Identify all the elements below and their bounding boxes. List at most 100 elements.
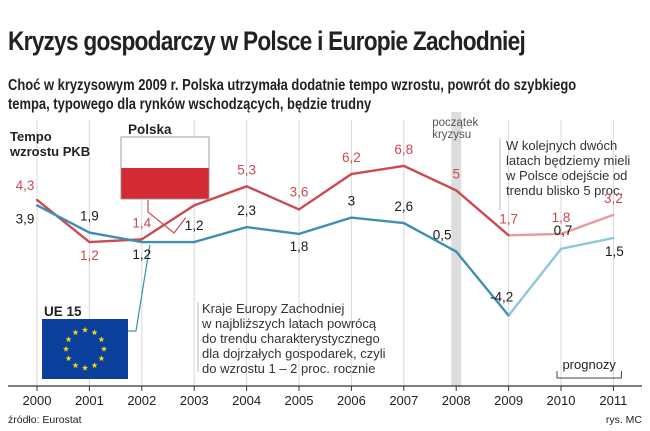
poland-note-line-4: trendu blisko 5 proc.	[506, 183, 623, 198]
eu-point-2011	[612, 236, 615, 240]
x-label-2000: 2000	[23, 393, 52, 408]
poland-point-2006	[350, 172, 353, 176]
x-label-2010: 2010	[547, 393, 576, 408]
eu-flag-star	[62, 345, 70, 352]
eu-value-2010: 0,7	[554, 223, 573, 238]
x-label-2011: 2011	[599, 393, 627, 408]
poland-point-2011	[612, 213, 615, 216]
poland-point-2007	[402, 164, 405, 168]
poland-point-2000	[35, 198, 39, 202]
eu-value-2002: 1,2	[132, 247, 151, 262]
poland-point-2001	[88, 240, 91, 244]
eu-point-2003	[193, 240, 196, 244]
eu-point-2005	[297, 232, 301, 236]
poland-value-2007: 6,8	[394, 142, 413, 157]
eu-note-line-4: dla dojrzałych gospodarek, czyli	[202, 346, 386, 361]
y-axis-label-line2: wzrostu PKB	[9, 144, 90, 159]
eu-value-2007: 2,6	[394, 199, 413, 214]
eu-note-line-2: w najbliższych latach powrócą	[201, 316, 377, 331]
x-label-2004: 2004	[232, 393, 261, 408]
poland-value-2008: 5	[452, 166, 460, 181]
eu-point-2009	[507, 314, 510, 317]
poland-flag	[120, 136, 210, 200]
eu-value-2011: 1,5	[605, 244, 624, 259]
chart-grid	[36, 120, 614, 386]
poland-point-2008	[455, 189, 458, 192]
eu-point-2006	[350, 216, 353, 219]
poland-value-2005: 3,6	[290, 184, 309, 199]
x-label-2001: 2001	[75, 393, 104, 408]
page-subtitle: Choć w kryzysowym 2009 r. Polska utrzyma…	[8, 77, 577, 113]
eu-value-2006: 3	[348, 194, 356, 209]
forecast-bracket-line	[556, 371, 622, 379]
poland-point-2010	[559, 232, 563, 236]
x-label-2007: 2007	[389, 393, 418, 408]
eu-flag-star	[98, 355, 105, 362]
credit-note: rys. MC	[605, 414, 642, 426]
x-axis-ticks	[36, 386, 614, 391]
poland-point-2009	[507, 234, 510, 237]
page-title: Kryzys gospodarczy w Polsce i Europie Za…	[8, 26, 526, 56]
eu-point-2010	[559, 247, 563, 250]
eu-flag-star	[65, 355, 72, 362]
x-label-2003: 2003	[180, 393, 209, 408]
crisis-label-line-1: początek	[432, 117, 478, 129]
eu-point-2008	[455, 250, 458, 253]
eu-flag-star	[91, 362, 98, 369]
poland-value-2011: 3,2	[604, 191, 623, 206]
crisis-band	[451, 112, 462, 386]
poland-value-2004: 5,3	[237, 162, 256, 177]
eu-flag-star	[65, 336, 72, 343]
eu-point-2001	[88, 231, 91, 234]
poland-note-line-1: W kolejnych dwóch	[506, 138, 617, 153]
poland-point-2004	[245, 185, 248, 188]
eu-flag-star	[100, 345, 108, 352]
forecast-bracket-label: prognozy	[562, 357, 616, 372]
eu-flag-star	[98, 336, 105, 343]
eu-note-line-5: do wzrostu 1 – 2 proc. rocznie	[202, 361, 375, 376]
eu-flag-star	[81, 364, 89, 371]
crisis-label-line-2: kryzysu	[432, 129, 471, 141]
x-label-2002: 2002	[127, 393, 156, 408]
poland-note-line-3: w Polsce odejście od	[505, 168, 627, 183]
poland-value-2001: 1,2	[80, 248, 99, 263]
x-label-2006: 2006	[337, 393, 366, 408]
poland-point-2005	[297, 208, 301, 211]
eu-flag-star	[81, 326, 89, 333]
poland-note-line-2: latach będziemy mieli	[506, 153, 630, 168]
eu-note-line-3: do trendu charakterystycznego	[202, 331, 380, 346]
eu-value-2008: 0,5	[433, 228, 452, 243]
eu-value-2009: -4,2	[490, 290, 513, 305]
x-label-2008: 2008	[442, 393, 471, 408]
poland-value-2006: 6,2	[342, 150, 361, 165]
eu-flag	[42, 319, 128, 379]
x-label-2009: 2009	[494, 393, 523, 408]
eu-note-line-1: Kraje Europy Zachodniej	[202, 301, 344, 316]
eu-value-2000: 3,9	[16, 211, 35, 226]
y-axis-label-line1: Tempo	[10, 129, 52, 144]
eu-value-2001: 1,9	[80, 209, 99, 224]
poland-value-2010: 1,8	[552, 210, 571, 225]
poland-value-2000: 4,3	[16, 178, 35, 193]
series-layer	[35, 164, 615, 317]
poland-pointer	[147, 200, 187, 234]
forecast-bracket: prognozy	[556, 357, 622, 379]
poland-point-2003	[193, 204, 196, 207]
poland-line	[36, 164, 510, 244]
eu-point-2004	[245, 226, 248, 229]
eu-flag-star	[72, 329, 79, 336]
poland-value-2002: 1,4	[132, 215, 151, 230]
eu-flag-star	[91, 329, 98, 336]
eu-point-2007	[402, 221, 405, 225]
eu-label: UE 15	[44, 304, 82, 319]
eu-flag-star	[72, 362, 79, 369]
eu-value-2005: 1,8	[290, 239, 309, 254]
poland-label: Polska	[128, 122, 172, 137]
eu-line	[36, 204, 510, 317]
poland-value-2009: 1,7	[499, 211, 518, 226]
poland-point-2002	[140, 238, 143, 241]
poland-flag-red	[121, 168, 209, 199]
